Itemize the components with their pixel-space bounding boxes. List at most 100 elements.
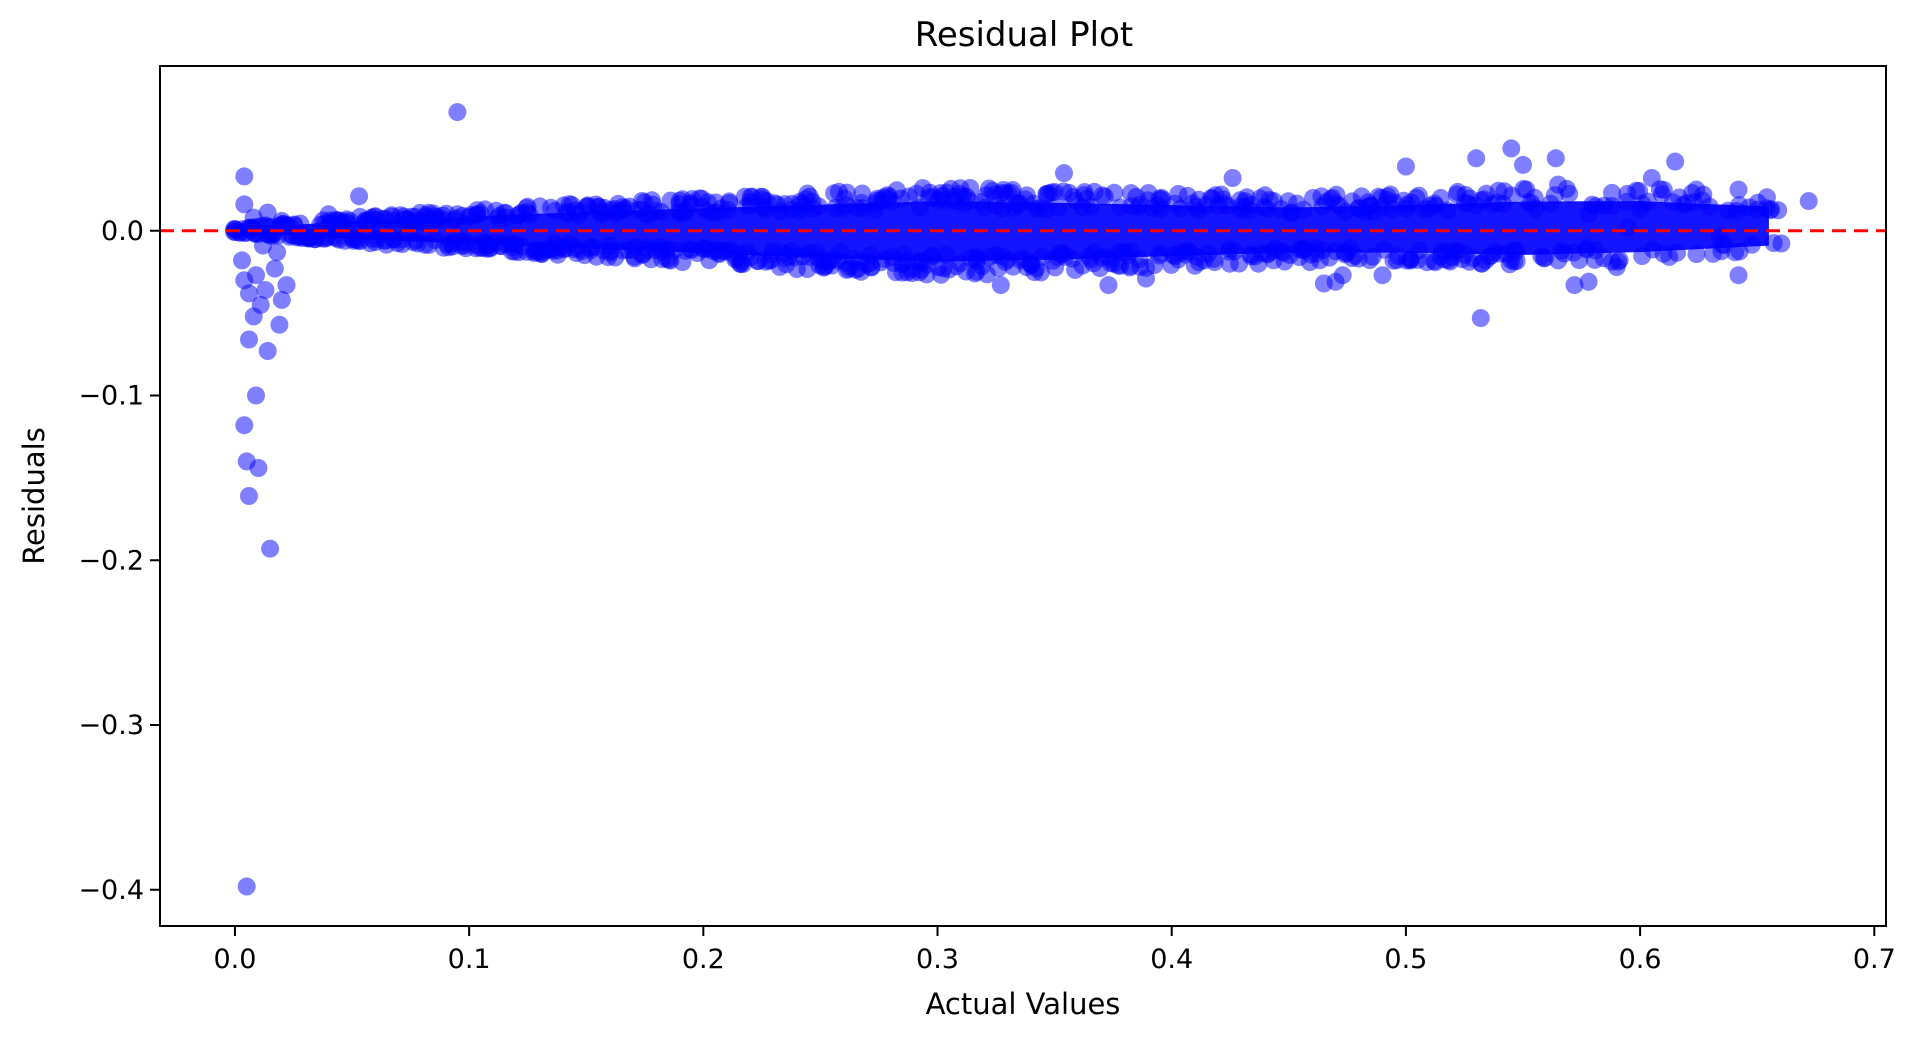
scatter-point xyxy=(1549,175,1568,194)
scatter-point xyxy=(1579,272,1598,291)
cloud-point xyxy=(1668,243,1686,262)
scatter-point xyxy=(1514,155,1532,174)
cloud-point xyxy=(837,183,856,202)
scatter-point xyxy=(1565,276,1584,295)
cloud-point xyxy=(1602,197,1621,215)
cloud-point xyxy=(718,201,737,219)
scatter-point xyxy=(235,167,254,186)
scatter-point xyxy=(277,276,296,295)
scatter-point xyxy=(1249,254,1268,273)
cloud-point xyxy=(1772,234,1791,253)
scatter-point xyxy=(1729,180,1748,199)
cloud-point xyxy=(1507,252,1526,271)
scatter-point xyxy=(256,281,275,300)
cloud-point xyxy=(1082,197,1100,216)
scatter-point xyxy=(1396,157,1415,176)
scatter-point xyxy=(1549,251,1568,270)
scatter-point xyxy=(1546,149,1565,168)
scatter-point xyxy=(247,266,265,285)
cloud-point xyxy=(1654,180,1673,199)
cloud-point xyxy=(673,253,692,272)
y-tick-label: −0.4 xyxy=(78,875,144,906)
cloud-point xyxy=(972,193,991,211)
scatter-point xyxy=(272,290,291,309)
scatter-point xyxy=(1373,266,1392,285)
scatter-point xyxy=(448,103,467,122)
scatter-point xyxy=(251,295,270,314)
scatter-point xyxy=(1666,152,1685,171)
scatter-point xyxy=(1099,276,1118,295)
scatter-point xyxy=(1300,253,1319,272)
scatter-point xyxy=(244,208,263,227)
scatter-point xyxy=(1467,149,1486,168)
scatter-point xyxy=(1799,192,1818,211)
scatter-point xyxy=(270,315,289,334)
scatter-point xyxy=(991,276,1010,295)
scatter-point xyxy=(350,187,369,206)
x-tick-label: 0.3 xyxy=(916,944,959,975)
scatter-point xyxy=(268,243,287,262)
scatter-point xyxy=(319,205,338,224)
residual-band-layer xyxy=(224,179,1791,284)
scatter-point xyxy=(261,539,280,558)
x-tick-label: 0.6 xyxy=(1619,944,1662,975)
cloud-point xyxy=(1294,200,1313,219)
cloud-point xyxy=(1105,183,1124,202)
scatter-point xyxy=(235,416,254,435)
x-tick-label: 0.2 xyxy=(682,944,725,975)
x-tick-label: 0.4 xyxy=(1150,944,1193,975)
cloud-point xyxy=(1049,198,1068,217)
cloud-point xyxy=(831,243,850,262)
x-axis-label: Actual Values xyxy=(926,987,1121,1021)
scatter-point xyxy=(1642,169,1661,187)
scatter-point xyxy=(1137,269,1155,288)
scatter-point xyxy=(1223,169,1242,187)
scatter-point xyxy=(272,211,291,230)
cloud-point xyxy=(471,204,490,223)
chart-title: Residual Plot xyxy=(915,15,1133,55)
x-tick-label: 0.5 xyxy=(1384,944,1427,975)
scatter-point xyxy=(1471,309,1490,328)
scatter-point xyxy=(1607,258,1626,276)
x-tick-label: 0.0 xyxy=(213,944,256,975)
cloud-point xyxy=(809,197,828,216)
plot-frame xyxy=(159,65,1887,927)
scatter-point xyxy=(1687,180,1706,199)
y-tick-label: 0.0 xyxy=(101,216,144,247)
scatter-point xyxy=(240,330,258,349)
cloud-point xyxy=(1204,250,1223,269)
cloud-point xyxy=(1438,201,1457,220)
scatter-point xyxy=(1579,205,1598,224)
scatter-points-layer xyxy=(233,103,1818,896)
y-axis-label: Residuals xyxy=(17,427,51,565)
scatter-point xyxy=(237,452,256,471)
scatter-point xyxy=(265,259,284,278)
scatter-point xyxy=(1654,244,1673,263)
scatter-point xyxy=(1443,248,1462,267)
scatter-point xyxy=(1762,200,1781,219)
scatter-point xyxy=(1525,188,1544,207)
y-tick-label: −0.2 xyxy=(78,545,144,576)
scatter-point xyxy=(1502,139,1521,158)
cloud-point xyxy=(1039,184,1058,203)
cloud-point xyxy=(934,259,953,278)
scatter-point xyxy=(254,236,272,255)
cloud-point xyxy=(853,199,872,218)
y-tick-label: −0.3 xyxy=(78,710,144,741)
scatter-point xyxy=(1603,183,1621,202)
scatter-point xyxy=(237,877,256,896)
cloud-point xyxy=(1687,245,1706,264)
scatter-point xyxy=(235,195,254,214)
x-tick-label: 0.7 xyxy=(1853,944,1896,975)
x-axis-ticks: 0.0 0.1 0.2 0.3 0.4 0.5 0.6 0.7 xyxy=(213,926,1896,975)
cloud-point xyxy=(1384,251,1403,270)
cloud-point xyxy=(1031,263,1050,282)
scatter-point xyxy=(1333,266,1352,285)
scatter-point xyxy=(247,386,265,405)
y-tick-label: −0.1 xyxy=(78,381,144,412)
cloud-point xyxy=(1212,185,1231,204)
cloud-point xyxy=(1742,235,1761,254)
